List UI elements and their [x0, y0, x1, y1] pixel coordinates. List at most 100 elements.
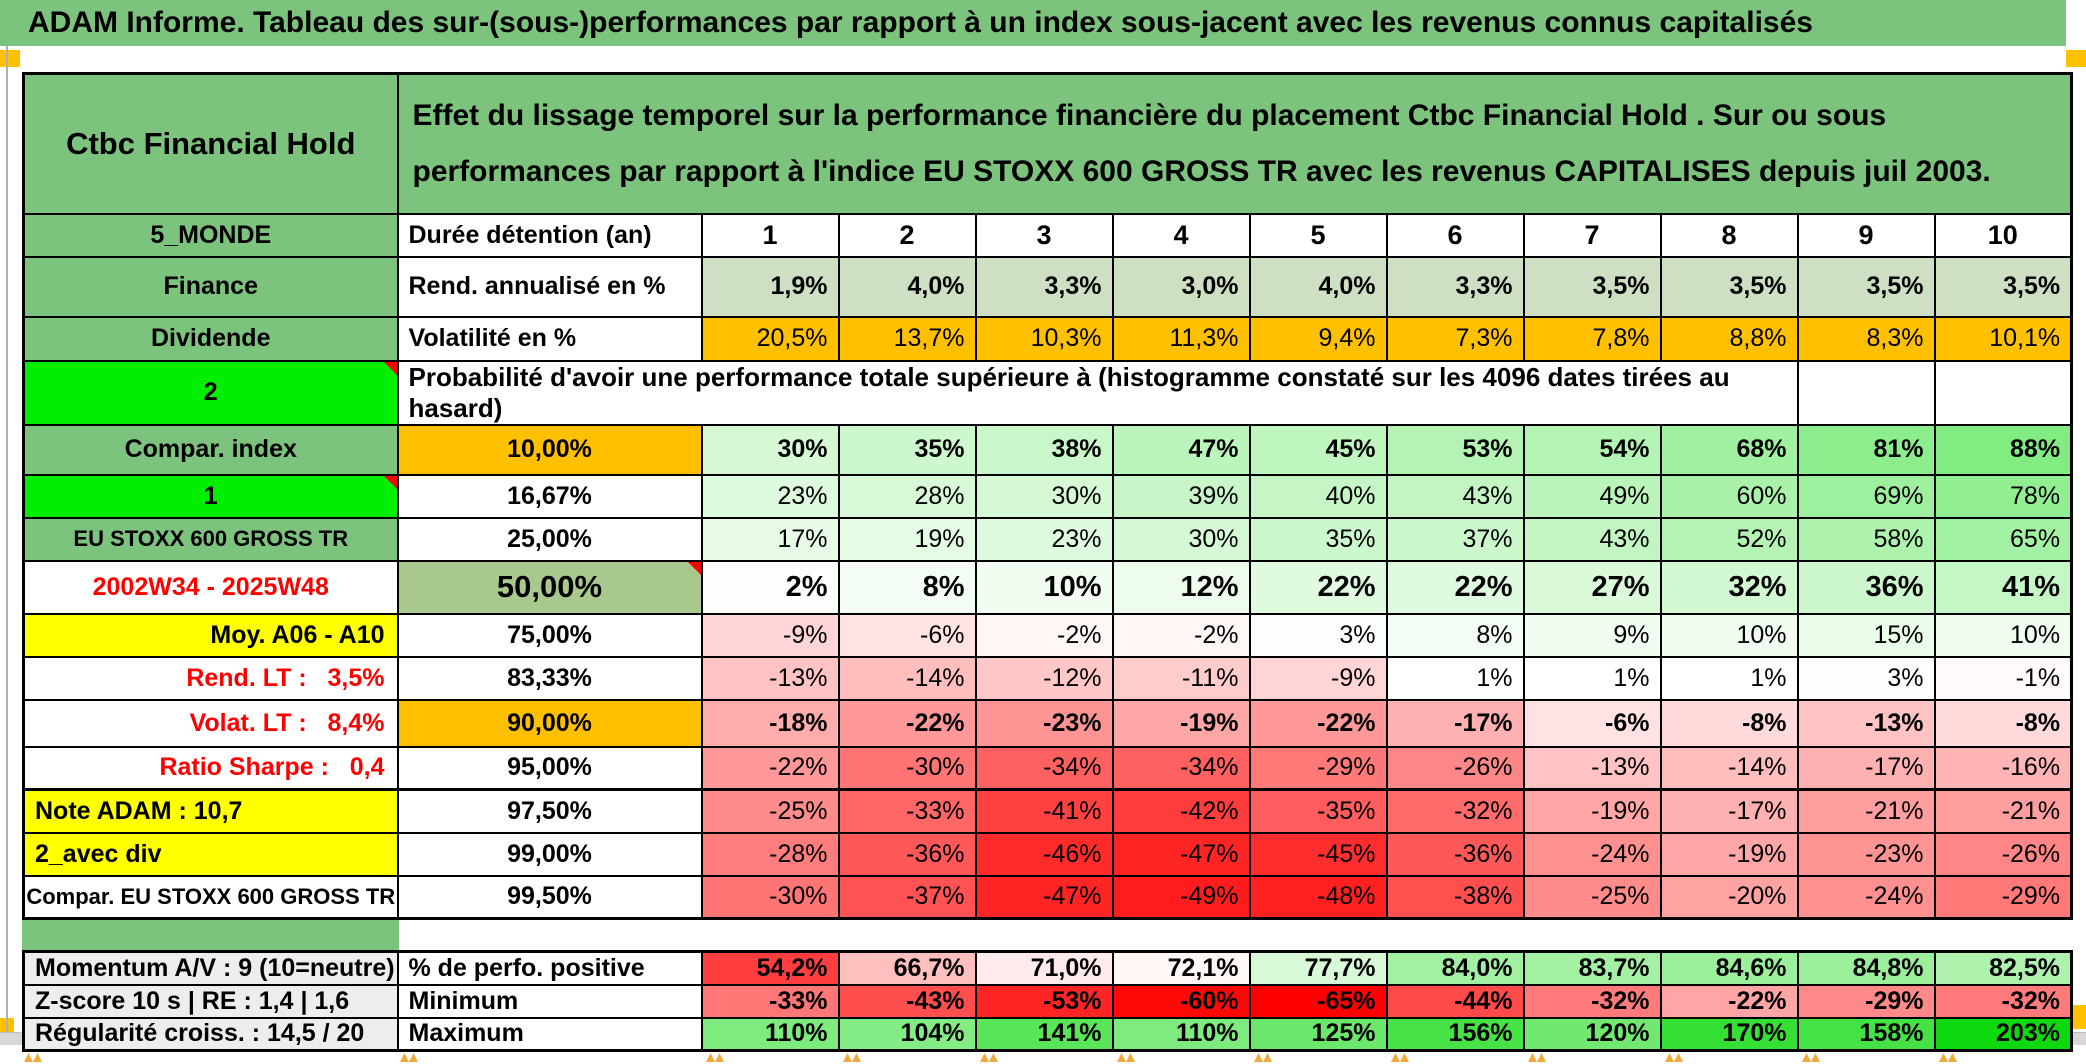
- data-cell[interactable]: 8,8%: [1659, 315, 1799, 362]
- data-cell[interactable]: -22%: [837, 698, 977, 748]
- data-cell[interactable]: -17%: [1659, 788, 1799, 834]
- row-label[interactable]: Note ADAM : 10,7: [22, 788, 399, 834]
- column-header-cell[interactable]: 2: [837, 212, 977, 258]
- row-label[interactable]: Ratio Sharpe : 0,4: [22, 745, 399, 791]
- data-cell[interactable]: -25%: [700, 788, 840, 834]
- data-cell[interactable]: -16%: [1933, 745, 2073, 791]
- data-cell[interactable]: 23%: [700, 473, 840, 519]
- data-cell[interactable]: -42%: [1111, 788, 1251, 834]
- description-cell[interactable]: Effet du lissage temporel sur la perform…: [396, 72, 2073, 215]
- data-cell[interactable]: 65%: [1933, 516, 2073, 562]
- column-header-cell[interactable]: 3: [974, 212, 1114, 258]
- data-cell[interactable]: 71,0%: [974, 950, 1114, 986]
- data-cell[interactable]: 13,7%: [837, 315, 977, 362]
- data-cell[interactable]: -19%: [1659, 831, 1799, 877]
- data-cell[interactable]: 4,0%: [837, 255, 977, 318]
- data-cell[interactable]: 84,0%: [1385, 950, 1525, 986]
- threshold-cell[interactable]: 75,00%: [396, 612, 703, 658]
- data-cell[interactable]: 54%: [1522, 423, 1662, 476]
- data-cell[interactable]: -13%: [1522, 745, 1662, 791]
- data-cell[interactable]: -14%: [837, 655, 977, 701]
- threshold-cell[interactable]: 97,50%: [396, 788, 703, 834]
- data-cell[interactable]: 9,4%: [1248, 315, 1388, 362]
- data-cell[interactable]: 10,1%: [1933, 315, 2073, 362]
- row-label[interactable]: 5_MONDE: [22, 212, 399, 258]
- data-cell[interactable]: -19%: [1111, 698, 1251, 748]
- data-cell[interactable]: 58%: [1796, 516, 1936, 562]
- data-cell[interactable]: -22%: [700, 745, 840, 791]
- threshold-cell[interactable]: Durée détention (an): [396, 212, 703, 258]
- row-label[interactable]: Compar. index: [22, 423, 399, 476]
- data-cell[interactable]: 3,3%: [1385, 255, 1525, 318]
- data-cell[interactable]: -29%: [1248, 745, 1388, 791]
- data-cell[interactable]: -44%: [1385, 983, 1525, 1019]
- data-cell[interactable]: 23%: [974, 516, 1114, 562]
- column-header-cell[interactable]: 9: [1796, 212, 1936, 258]
- data-cell[interactable]: 141%: [974, 1016, 1114, 1052]
- data-cell[interactable]: 43%: [1385, 473, 1525, 519]
- data-cell[interactable]: -34%: [1111, 745, 1251, 791]
- probability-note[interactable]: Probabilité d'avoir une performance tota…: [396, 359, 1799, 426]
- data-cell[interactable]: 53%: [1385, 423, 1525, 476]
- data-cell[interactable]: 3,5%: [1933, 255, 2073, 318]
- data-cell[interactable]: -12%: [974, 655, 1114, 701]
- data-cell[interactable]: 8,3%: [1796, 315, 1936, 362]
- data-cell[interactable]: 11,3%: [1111, 315, 1251, 362]
- data-cell[interactable]: 60%: [1659, 473, 1799, 519]
- asset-name-cell[interactable]: Ctbc Financial Hold: [22, 72, 399, 215]
- data-cell[interactable]: 1%: [1522, 655, 1662, 701]
- threshold-cell[interactable]: 99,50%: [396, 874, 703, 920]
- threshold-cell[interactable]: 16,67%: [396, 473, 703, 519]
- row-label[interactable]: Momentum A/V : 9 (10=neutre): [22, 950, 399, 986]
- data-cell[interactable]: -38%: [1385, 874, 1525, 920]
- data-cell[interactable]: 8%: [837, 559, 977, 615]
- data-cell[interactable]: -18%: [700, 698, 840, 748]
- data-cell[interactable]: 84,8%: [1796, 950, 1936, 986]
- data-cell[interactable]: 9%: [1522, 612, 1662, 658]
- data-cell[interactable]: 7,8%: [1522, 315, 1662, 362]
- data-cell[interactable]: 3%: [1796, 655, 1936, 701]
- data-cell[interactable]: -47%: [974, 874, 1114, 920]
- data-cell[interactable]: -26%: [1385, 745, 1525, 791]
- data-cell[interactable]: -1%: [1933, 655, 2073, 701]
- row-label[interactable]: Moy. A06 - A10: [22, 612, 399, 658]
- data-cell[interactable]: 3,5%: [1796, 255, 1936, 318]
- data-cell[interactable]: -24%: [1522, 831, 1662, 877]
- row-label[interactable]: Régularité croiss. : 14,5 / 20: [22, 1016, 399, 1052]
- data-cell[interactable]: -17%: [1385, 698, 1525, 748]
- data-cell[interactable]: 35%: [1248, 516, 1388, 562]
- data-cell[interactable]: 19%: [837, 516, 977, 562]
- data-cell[interactable]: 3,5%: [1522, 255, 1662, 318]
- data-cell[interactable]: 158%: [1796, 1016, 1936, 1052]
- data-cell[interactable]: -36%: [1385, 831, 1525, 877]
- data-cell[interactable]: 39%: [1111, 473, 1251, 519]
- data-cell[interactable]: 110%: [700, 1016, 840, 1052]
- data-cell[interactable]: 3%: [1248, 612, 1388, 658]
- data-cell[interactable]: -21%: [1933, 788, 2073, 834]
- data-cell[interactable]: 10%: [1933, 612, 2073, 658]
- data-cell[interactable]: 125%: [1248, 1016, 1388, 1052]
- data-cell[interactable]: 30%: [1111, 516, 1251, 562]
- data-cell[interactable]: 17%: [700, 516, 840, 562]
- data-cell[interactable]: 83,7%: [1522, 950, 1662, 986]
- threshold-cell[interactable]: Maximum: [396, 1016, 703, 1052]
- data-cell[interactable]: -29%: [1933, 874, 2073, 920]
- threshold-cell[interactable]: Minimum: [396, 983, 703, 1019]
- data-cell[interactable]: -35%: [1248, 788, 1388, 834]
- threshold-cell[interactable]: 95,00%: [396, 745, 703, 791]
- column-header-cell[interactable]: 6: [1385, 212, 1525, 258]
- data-cell[interactable]: 88%: [1933, 423, 2073, 476]
- threshold-cell[interactable]: 83,33%: [396, 655, 703, 701]
- data-cell[interactable]: 10%: [974, 559, 1114, 615]
- threshold-cell[interactable]: 25,00%: [396, 516, 703, 562]
- data-cell[interactable]: -6%: [1522, 698, 1662, 748]
- data-cell[interactable]: 3,5%: [1659, 255, 1799, 318]
- column-header-cell[interactable]: 8: [1659, 212, 1799, 258]
- row-label[interactable]: Finance: [22, 255, 399, 318]
- data-cell[interactable]: -20%: [1659, 874, 1799, 920]
- data-cell[interactable]: 10,3%: [974, 315, 1114, 362]
- data-cell[interactable]: 81%: [1796, 423, 1936, 476]
- data-cell[interactable]: -17%: [1796, 745, 1936, 791]
- data-cell[interactable]: -60%: [1111, 983, 1251, 1019]
- data-cell[interactable]: -9%: [1248, 655, 1388, 701]
